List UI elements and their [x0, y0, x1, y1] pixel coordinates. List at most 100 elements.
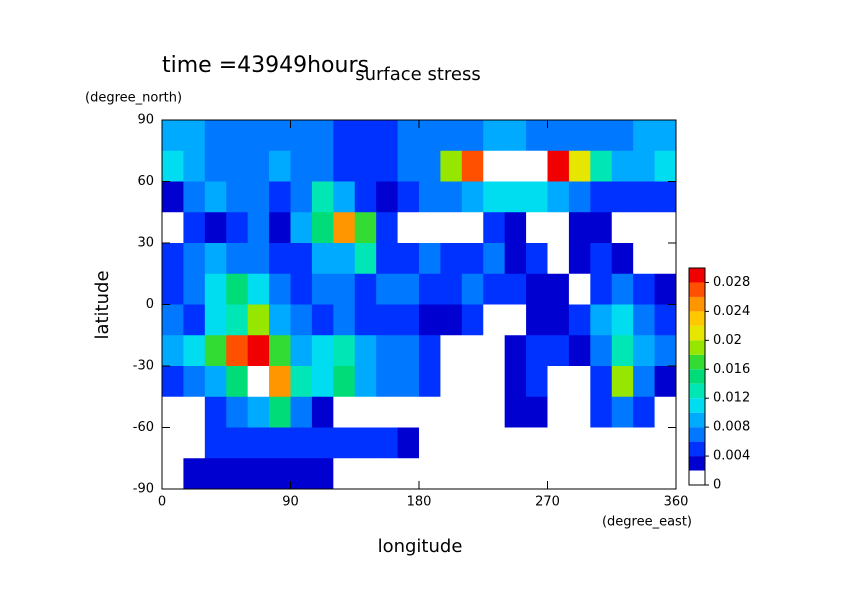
field-cell	[547, 243, 570, 275]
field-cell	[483, 427, 506, 459]
field-cell	[590, 304, 613, 336]
field-cell	[568, 427, 591, 459]
field-cell	[226, 212, 249, 244]
field-cell	[526, 335, 548, 367]
colorbar-segment	[689, 412, 705, 428]
field-cell	[376, 335, 399, 367]
field-cell	[633, 304, 656, 336]
field-cell	[419, 427, 441, 459]
field-cell	[376, 212, 399, 244]
field-cell	[440, 366, 463, 398]
field-cell	[376, 120, 399, 152]
field-cell	[419, 243, 441, 275]
field-cell	[461, 243, 484, 275]
field-cell	[247, 243, 270, 275]
field-cell	[440, 458, 463, 490]
field-cell	[162, 304, 184, 336]
colorbar-segment	[689, 296, 705, 312]
field-cell	[204, 212, 227, 244]
field-cell	[419, 273, 441, 305]
field-cell	[397, 427, 420, 459]
field-cell	[333, 181, 356, 213]
field-cell	[354, 335, 377, 367]
colorbar-segment	[689, 456, 705, 471]
y-tick-label: -60	[133, 420, 154, 435]
field-cell	[226, 150, 249, 182]
field-cell	[611, 366, 634, 398]
field-cell	[269, 150, 291, 182]
field-cell	[504, 120, 527, 152]
field-cell	[290, 427, 313, 459]
field-cell	[526, 273, 548, 305]
field-cell	[654, 458, 677, 490]
field-cell	[611, 304, 634, 336]
field-cell	[397, 273, 420, 305]
colorbar-tick-label: 0.028	[713, 275, 750, 290]
field-cell	[290, 458, 313, 490]
field-cell	[354, 366, 377, 398]
field-cell	[333, 335, 356, 367]
colorbar-segment	[689, 325, 705, 341]
y-unit: (degree_north)	[85, 91, 182, 106]
field-cell	[376, 458, 399, 490]
field-cell	[419, 150, 441, 182]
field-cell	[654, 243, 677, 275]
field-cell	[504, 304, 527, 336]
field-cell	[333, 243, 356, 275]
colorbar-tick-label: 0.024	[713, 304, 750, 319]
field-cell	[419, 181, 441, 213]
field-cell	[269, 120, 291, 152]
colorbar-tick-label: 0.004	[713, 449, 750, 464]
y-tick-label: 60	[137, 174, 154, 189]
field-cell	[290, 120, 313, 152]
field-cell	[419, 212, 441, 244]
field-cell	[440, 150, 463, 182]
field-cell	[568, 458, 591, 490]
field-cell	[162, 335, 184, 367]
field-cell	[590, 427, 613, 459]
field-cell	[183, 273, 206, 305]
field-cell	[354, 427, 377, 459]
field-cell	[568, 181, 591, 213]
field-cell	[376, 304, 399, 336]
field-cell	[547, 181, 570, 213]
field-cell	[204, 304, 227, 336]
field-cell	[654, 366, 677, 398]
field-cell	[183, 212, 206, 244]
field-cell	[440, 335, 463, 367]
field-cell	[290, 396, 313, 428]
field-cell	[590, 366, 613, 398]
field-cell	[590, 181, 613, 213]
colorbar-segment	[689, 383, 705, 399]
field-cell	[568, 396, 591, 428]
field-cell	[162, 427, 184, 459]
field-cell	[419, 366, 441, 398]
field-cell	[611, 396, 634, 428]
field-cell	[354, 150, 377, 182]
field-cell	[311, 181, 334, 213]
field-cell	[654, 427, 677, 459]
field-cell	[590, 273, 613, 305]
field-cell	[526, 181, 548, 213]
field-cell	[483, 335, 506, 367]
colorbar-segment	[689, 268, 705, 283]
field-cell	[419, 120, 441, 152]
field-cell	[269, 181, 291, 213]
field-cell	[290, 212, 313, 244]
y-tick-label: 30	[137, 236, 154, 251]
field-cell	[590, 212, 613, 244]
x-unit: (degree_east)	[602, 515, 692, 530]
field-cell	[504, 335, 527, 367]
field-cell	[226, 304, 249, 336]
field-cell	[440, 396, 463, 428]
field-cell	[354, 396, 377, 428]
field-cell	[397, 212, 420, 244]
field	[162, 120, 677, 490]
field-cell	[483, 366, 506, 398]
field-cell	[183, 458, 206, 490]
field-cell	[269, 243, 291, 275]
field-cell	[333, 366, 356, 398]
field-cell	[204, 120, 227, 152]
field-cell	[333, 273, 356, 305]
field-cell	[311, 427, 334, 459]
